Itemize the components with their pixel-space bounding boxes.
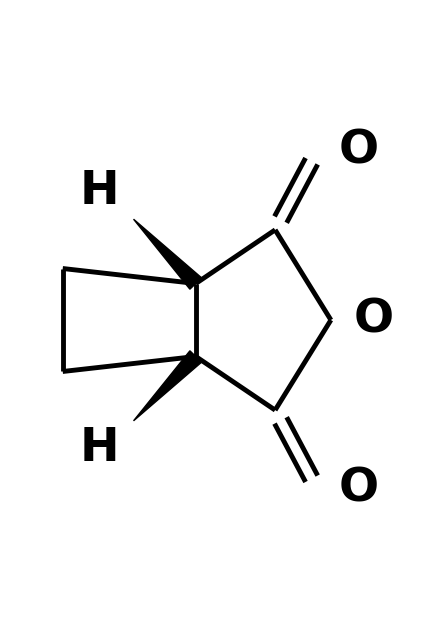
Text: O: O [339,128,379,173]
Text: H: H [79,426,119,471]
Polygon shape [133,219,202,289]
Text: H: H [79,169,119,214]
Polygon shape [133,351,202,421]
Text: O: O [339,467,379,512]
Text: O: O [354,298,394,342]
